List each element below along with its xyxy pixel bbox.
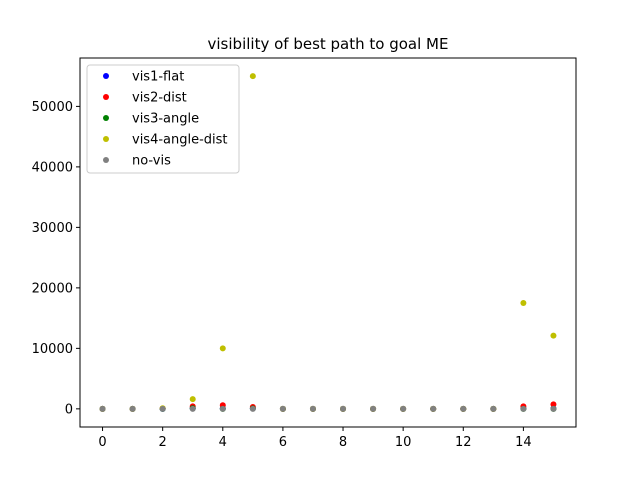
legend-marker bbox=[103, 136, 109, 142]
y-tick-label: 10000 bbox=[32, 342, 73, 357]
data-point bbox=[400, 405, 407, 412]
x-tick-label: 8 bbox=[339, 435, 347, 450]
legend-item: vis2-dist bbox=[103, 91, 187, 106]
data-point bbox=[249, 73, 256, 80]
legend-item: vis1-flat bbox=[103, 70, 184, 85]
legend-marker bbox=[103, 73, 109, 79]
legend-item: no-vis bbox=[103, 154, 171, 169]
data-point bbox=[279, 405, 286, 412]
legend-item: vis3-angle bbox=[103, 112, 199, 127]
data-point bbox=[189, 405, 196, 412]
y-tick-label: 50000 bbox=[32, 100, 73, 115]
x-axis: 0 2 4 6 8 10 12 14 bbox=[98, 427, 532, 450]
data-point bbox=[99, 405, 106, 412]
x-tick-label: 0 bbox=[98, 435, 106, 450]
data-point bbox=[219, 405, 226, 412]
legend-marker bbox=[103, 115, 109, 121]
legend-marker bbox=[103, 157, 109, 163]
data-point bbox=[520, 299, 527, 306]
plot-area bbox=[99, 73, 557, 412]
chart-title: visibility of best path to goal ME bbox=[208, 35, 449, 53]
x-tick-label: 10 bbox=[395, 435, 412, 450]
data-point bbox=[550, 401, 557, 408]
legend-box bbox=[86, 64, 240, 174]
legend-label: no-vis bbox=[132, 154, 171, 169]
legend-label: vis2-dist bbox=[132, 91, 187, 106]
data-point bbox=[219, 345, 226, 352]
data-point bbox=[430, 405, 437, 412]
data-point bbox=[370, 405, 377, 412]
x-tick-label: 4 bbox=[219, 435, 227, 450]
data-point bbox=[550, 332, 557, 339]
y-tick-label: 30000 bbox=[32, 221, 73, 236]
data-point bbox=[460, 405, 467, 412]
legend-label: vis3-angle bbox=[132, 112, 199, 127]
y-axis: 0 10000 20000 30000 40000 50000 bbox=[32, 100, 80, 417]
x-tick-label: 14 bbox=[515, 435, 532, 450]
data-point bbox=[520, 405, 527, 412]
data-point bbox=[189, 396, 196, 403]
legend-item: vis4-angle-dist bbox=[103, 133, 228, 148]
y-tick-label: 0 bbox=[65, 402, 73, 417]
legend-label: vis1-flat bbox=[132, 70, 184, 85]
series-no-vis bbox=[99, 405, 557, 412]
x-tick-label: 12 bbox=[455, 435, 472, 450]
axes-frame bbox=[79, 57, 577, 428]
data-point bbox=[550, 405, 557, 412]
y-tick-label: 20000 bbox=[32, 281, 73, 296]
x-tick-label: 2 bbox=[159, 435, 167, 450]
legend-marker bbox=[103, 94, 109, 100]
data-point bbox=[159, 405, 166, 412]
x-tick-label: 6 bbox=[279, 435, 287, 450]
legend-label: vis4-angle-dist bbox=[132, 133, 228, 148]
y-tick-label: 40000 bbox=[32, 160, 73, 175]
data-point bbox=[309, 405, 316, 412]
data-point bbox=[340, 405, 347, 412]
data-point bbox=[249, 405, 256, 412]
data-point bbox=[490, 405, 497, 412]
legend: vis1-flat vis2-dist vis3-angle vis4-angle-d… bbox=[86, 64, 240, 174]
data-point bbox=[129, 405, 136, 412]
